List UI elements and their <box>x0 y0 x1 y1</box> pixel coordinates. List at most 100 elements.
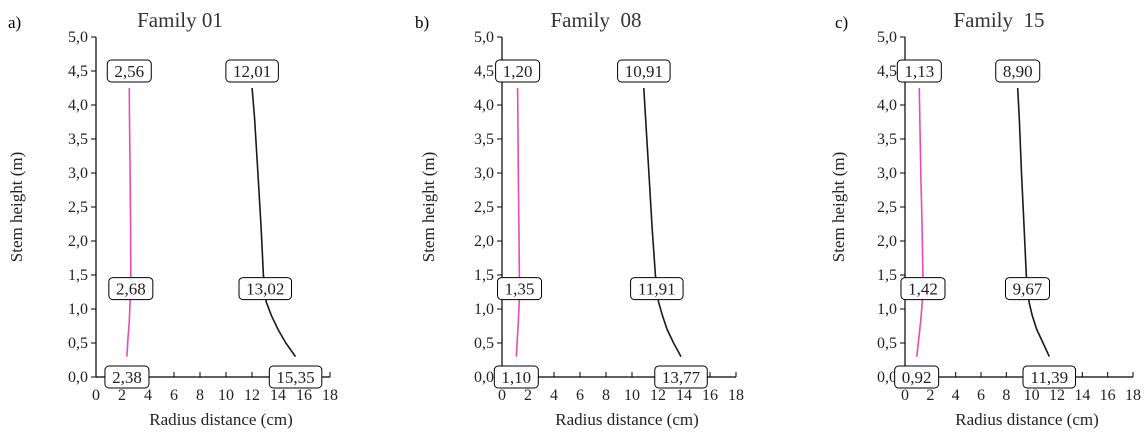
y-tick-label: 2,0 <box>68 233 88 250</box>
x-tick-label: 2 <box>926 387 934 404</box>
y-tick-label: 1,5 <box>877 267 897 284</box>
series-line-2 <box>643 87 682 357</box>
x-tick-label: 8 <box>602 387 610 404</box>
data-label: 9,67 <box>1004 277 1050 301</box>
data-label-text: 8,90 <box>1003 62 1033 81</box>
x-tick-label: 12 <box>650 387 666 404</box>
y-tick-label: 0,5 <box>68 335 88 352</box>
data-label-text: 12,01 <box>233 62 271 81</box>
data-label-text: 2,68 <box>116 280 146 299</box>
x-tick-label: 2 <box>118 387 126 404</box>
data-label-box <box>900 277 946 301</box>
data-label-text: 9,67 <box>1013 280 1043 299</box>
data-label-text: 2,38 <box>112 368 142 387</box>
data-label: 2,38 <box>104 365 150 389</box>
x-tick-label: 0 <box>92 387 100 404</box>
chart-title: Family 08 <box>550 8 641 32</box>
data-label-box <box>896 59 942 83</box>
y-tick-label: 3,0 <box>68 165 88 182</box>
data-label: 13,02 <box>238 277 293 301</box>
x-tick-label: 12 <box>1049 387 1065 404</box>
y-axis-label: Stem height (m) <box>419 152 438 262</box>
data-label-text: 1,20 <box>503 62 533 81</box>
x-tick-label: 8 <box>1002 387 1010 404</box>
data-label-text: 2,56 <box>114 62 144 81</box>
x-tick-label: 0 <box>901 387 909 404</box>
data-label: 1,10 <box>493 365 539 389</box>
x-tick-label: 4 <box>952 387 960 404</box>
data-label-box <box>493 365 539 389</box>
data-label-text: 1,10 <box>501 368 531 387</box>
x-tick-label: 18 <box>728 387 744 404</box>
series-line-1 <box>126 87 132 357</box>
y-tick-label: 2,0 <box>474 233 494 250</box>
data-label-text: 0,92 <box>902 368 932 387</box>
x-tick-label: 14 <box>676 387 692 404</box>
data-label-box <box>617 59 671 83</box>
x-tick-label: 6 <box>977 387 985 404</box>
x-axis-label: Radius distance (cm) <box>149 410 293 429</box>
data-label-box <box>1004 277 1050 301</box>
y-tick-label: 3,5 <box>68 131 88 148</box>
x-tick-label: 18 <box>322 387 338 404</box>
x-tick-label: 4 <box>550 387 558 404</box>
data-label: 10,91 <box>617 59 671 83</box>
data-label-box <box>630 277 684 301</box>
data-label: 13,77 <box>654 365 708 389</box>
chart-title: Family 01 <box>137 8 223 32</box>
data-label-box <box>654 365 708 389</box>
series-line-1 <box>515 87 521 357</box>
data-label-box <box>108 277 154 301</box>
y-tick-label: 4,0 <box>877 97 897 114</box>
panel-label: c) <box>835 13 848 32</box>
x-tick-label: 2 <box>524 387 532 404</box>
data-label-box <box>894 365 940 389</box>
data-label: 15,35 <box>268 365 323 389</box>
data-label-text: 1,42 <box>908 280 938 299</box>
y-tick-label: 3,5 <box>474 131 494 148</box>
data-label-box <box>225 59 279 83</box>
y-tick-label: 2,5 <box>877 199 897 216</box>
y-axis-label: Stem height (m) <box>7 152 26 262</box>
panel-label: b) <box>415 13 429 32</box>
data-label: 0,92 <box>894 365 940 389</box>
data-label-box <box>268 365 323 389</box>
data-label-box <box>106 59 152 83</box>
x-tick-label: 6 <box>170 387 178 404</box>
x-tick-label: 8 <box>196 387 204 404</box>
data-label-box <box>238 277 293 301</box>
data-label: 2,68 <box>108 277 154 301</box>
data-label-text: 10,91 <box>625 62 663 81</box>
y-tick-label: 1,5 <box>68 267 88 284</box>
y-tick-label: 3,5 <box>877 131 897 148</box>
x-tick-label: 16 <box>1100 387 1116 404</box>
data-label-text: 1,13 <box>904 62 934 81</box>
y-tick-label: 4,0 <box>474 97 494 114</box>
y-tick-label: 1,0 <box>68 301 88 318</box>
series-line-1 <box>915 87 924 357</box>
data-label-text: 11,91 <box>638 280 676 299</box>
y-tick-label: 0,0 <box>877 369 897 386</box>
y-tick-label: 2,5 <box>68 199 88 216</box>
y-tick-label: 4,0 <box>68 97 88 114</box>
x-tick-label: 6 <box>576 387 584 404</box>
x-tick-label: 16 <box>296 387 312 404</box>
data-label: 1,42 <box>900 277 946 301</box>
y-tick-label: 5,0 <box>474 29 494 46</box>
data-label-box <box>495 59 541 83</box>
data-label-box <box>497 277 543 301</box>
x-tick-label: 4 <box>144 387 152 404</box>
data-label: 1,20 <box>495 59 541 83</box>
y-tick-label: 4,5 <box>877 63 897 80</box>
x-tick-label: 18 <box>1125 387 1141 404</box>
chart-panel-2: 0 2 4 6 8 10 12 14 16 18 0,0 0,5 1,0 1,5 2,0 2,5 3,0 3,5 4… <box>415 8 744 429</box>
data-label: 8,90 <box>995 59 1041 83</box>
panel-label: a) <box>8 13 21 32</box>
data-label: 2,56 <box>106 59 152 83</box>
data-label: 1,13 <box>896 59 942 83</box>
y-tick-label: 4,5 <box>474 63 494 80</box>
y-tick-label: 1,0 <box>474 301 494 318</box>
y-axis-label: Stem height (m) <box>829 152 848 262</box>
x-axis-label: Radius distance (cm) <box>955 410 1099 429</box>
